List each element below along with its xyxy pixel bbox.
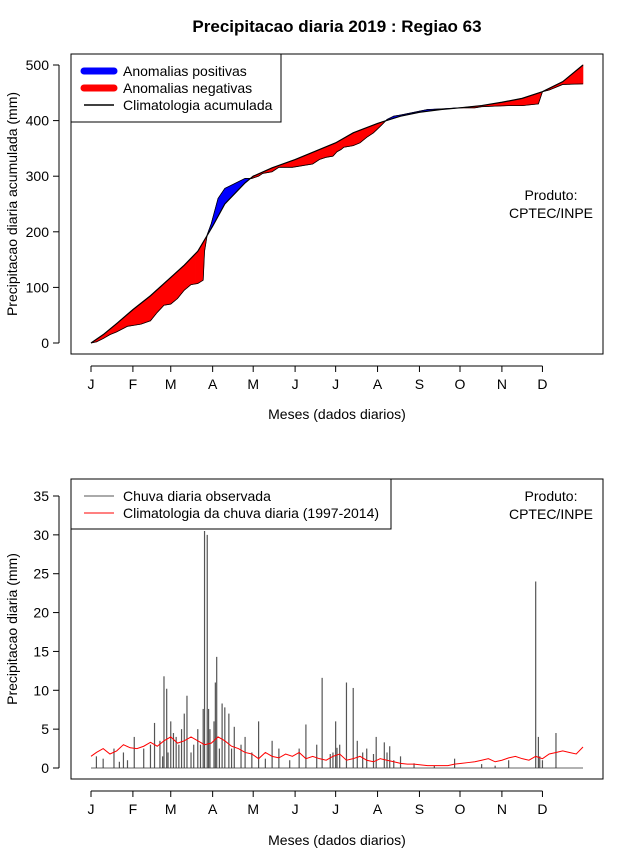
anomaly-segment — [581, 64, 584, 85]
x-tick-label: J — [332, 801, 339, 817]
x-tick-label: J — [292, 376, 299, 392]
x-tick-label: J — [332, 376, 339, 392]
y-axis-label-top: Precipitacao diaria acumulada (mm) — [4, 92, 20, 316]
y-tick-label: 0 — [41, 335, 49, 351]
x-tick-label: A — [208, 376, 218, 392]
legend-positive-label: Anomalias positivas — [123, 63, 247, 79]
legend-negative-label: Anomalias negativas — [123, 80, 252, 96]
y-tick-label: 500 — [26, 57, 50, 73]
y-tick-label: 10 — [33, 682, 49, 698]
axes-bottom: J F M A M J J A S O N D 0 5 10 15 20 25 30 35 — [33, 488, 547, 817]
x-tick-label: M — [247, 801, 259, 817]
climatology-cumulative-line — [90, 64, 584, 344]
x-tick-label: N — [497, 801, 507, 817]
observed-cumulative-line — [90, 83, 584, 344]
y-tick-label: 25 — [33, 566, 49, 582]
legend-box — [70, 478, 392, 530]
climatology-daily-series — [90, 736, 584, 767]
observed-bars — [91, 530, 583, 769]
x-axis-label-bottom: Meses (dados diarios) — [268, 832, 406, 848]
x-tick-label: D — [537, 376, 547, 392]
legend-top: Anomalias positivas Anomalias negativas … — [70, 53, 282, 123]
y-tick-label: 300 — [26, 168, 50, 184]
legend-bottom: Chuva diaria observada Climatologia da c… — [70, 478, 392, 530]
x-tick-label: O — [455, 801, 466, 817]
x-tick-label: D — [537, 801, 547, 817]
x-tick-label: A — [373, 376, 383, 392]
x-tick-label: J — [88, 376, 95, 392]
y-tick-label: 15 — [33, 643, 49, 659]
x-tick-label: M — [165, 801, 177, 817]
y-tick-label: 35 — [33, 488, 49, 504]
x-tick-label: N — [497, 376, 507, 392]
product-label-top: Produto: — [525, 187, 578, 203]
y-tick-label: 20 — [33, 605, 49, 621]
climatology-daily-line — [90, 736, 584, 767]
x-tick-label: A — [373, 801, 383, 817]
y-tick-label: 5 — [41, 721, 49, 737]
x-tick-label: A — [208, 801, 218, 817]
x-tick-label: M — [247, 376, 259, 392]
legend-observed-label: Chuva diaria observada — [123, 488, 271, 504]
legend-climatology-label: Climatologia acumulada — [123, 97, 273, 113]
x-tick-label: S — [415, 376, 424, 392]
chart-title: Precipitacao diaria 2019 : Regiao 63 — [192, 17, 481, 36]
y-tick-label: 200 — [26, 224, 50, 240]
cumulative-panel: J F M A M J J A S O N D 0 100 200 300 400 500 Meses (dado… — [4, 53, 604, 422]
x-axis-label-top: Meses (dados diarios) — [268, 406, 406, 422]
x-tick-label: O — [455, 376, 466, 392]
product-label-bottom: Produto: — [525, 488, 578, 504]
x-tick-label: F — [129, 801, 138, 817]
x-tick-label: J — [292, 801, 299, 817]
x-tick-label: S — [415, 801, 424, 817]
y-tick-label: 0 — [41, 760, 49, 776]
y-tick-label: 100 — [26, 279, 50, 295]
legend-climatology-daily-label: Climatologia da chuva diaria (1997-2014) — [123, 505, 379, 521]
product-name-top: CPTEC/INPE — [509, 205, 593, 221]
daily-panel: J F M A M J J A S O N D 0 5 10 15 20 25 30 35 Meses (dados … — [4, 478, 604, 848]
x-tick-label: M — [165, 376, 177, 392]
y-tick-label: 400 — [26, 113, 50, 129]
axes-top: J F M A M J J A S O N D 0 100 200 300 400 500 — [26, 57, 548, 392]
x-tick-label: F — [129, 376, 138, 392]
product-name-bottom: CPTEC/INPE — [509, 506, 593, 522]
series-lines — [90, 64, 584, 344]
plot-frame-top — [70, 53, 604, 355]
y-tick-label: 30 — [33, 527, 49, 543]
x-tick-label: J — [88, 801, 95, 817]
y-axis-label-bottom: Precipitacao diaria (mm) — [4, 553, 20, 705]
